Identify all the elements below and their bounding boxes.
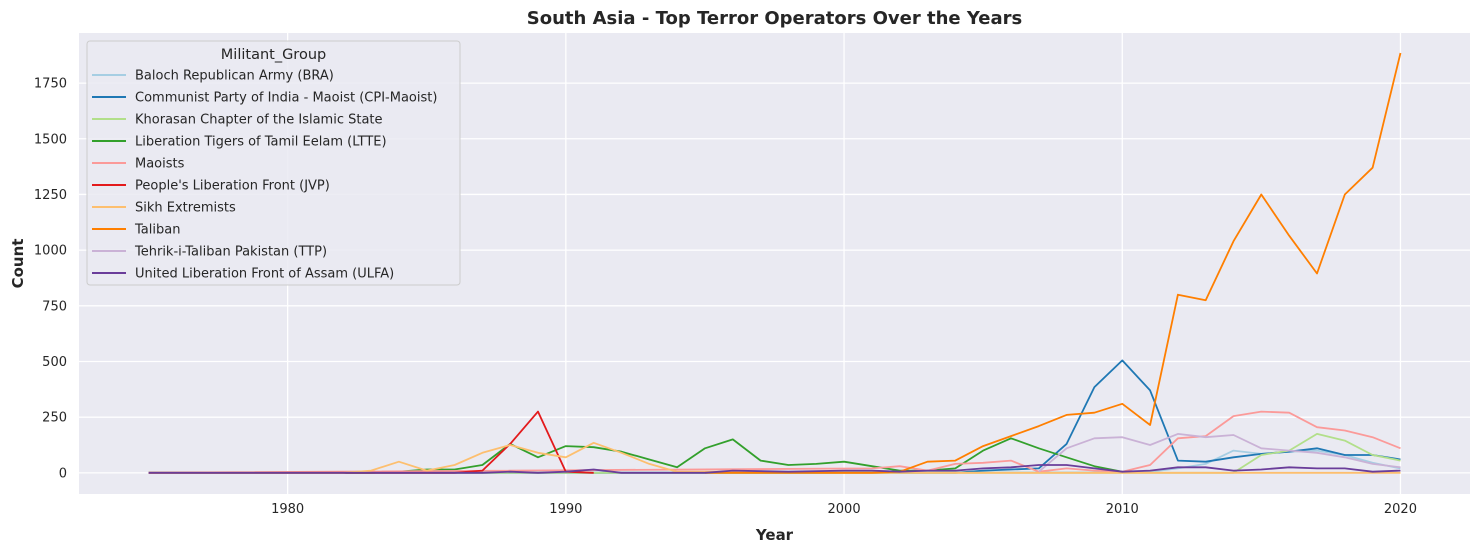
legend-item: Baloch Republican Army (BRA) xyxy=(92,69,334,84)
legend-label: Taliban xyxy=(134,223,180,238)
series-line-6 xyxy=(148,441,1401,474)
x-tick-label: 1990 xyxy=(549,502,582,517)
legend-item: Liberation Tigers of Tamil Eelam (LTTE) xyxy=(92,135,387,150)
series-line-9 xyxy=(148,464,1401,474)
legend-item: Communist Party of India - Maoist (CPI-M… xyxy=(92,91,437,106)
series-line-8 xyxy=(1038,433,1401,473)
x-tick-label: 2010 xyxy=(1106,502,1139,517)
legend-item: United Liberation Front of Assam (ULFA) xyxy=(92,267,394,282)
x-tick-label: 2020 xyxy=(1384,502,1417,517)
y-tick-label: 1000 xyxy=(34,244,67,259)
x-axis-ticks: 1980 1990 2000 2010 2020 xyxy=(271,502,1417,517)
x-tick-label: 2000 xyxy=(828,502,861,517)
y-tick-label: 0 xyxy=(59,466,67,481)
x-tick-label: 1980 xyxy=(271,502,304,517)
legend-item: People's Liberation Front (JVP) xyxy=(92,179,330,194)
legend-item: Taliban xyxy=(92,223,180,238)
y-tick-label: 500 xyxy=(42,355,67,370)
legend-item: Maoists xyxy=(92,157,185,172)
legend-label: Liberation Tigers of Tamil Eelam (LTTE) xyxy=(135,135,387,150)
y-axis-label: Count xyxy=(9,239,27,289)
y-axis-ticks: 0 250 500 750 1000 1250 1500 1750 xyxy=(34,77,67,482)
legend: Militant_Group Baloch Republican Army (B… xyxy=(86,40,461,286)
legend-box xyxy=(86,40,461,286)
legend-label: People's Liberation Front (JVP) xyxy=(135,179,330,194)
legend-label: Communist Party of India - Maoist (CPI-M… xyxy=(135,91,437,106)
y-tick-label: 1500 xyxy=(34,132,67,147)
series-line-7 xyxy=(705,52,1402,474)
y-tick-label: 1750 xyxy=(34,77,67,92)
legend-label: Maoists xyxy=(135,157,185,172)
series-line-3 xyxy=(148,437,1123,474)
legend-item: Sikh Extremists xyxy=(92,201,236,216)
legend-item: Khorasan Chapter of the Islamic State xyxy=(92,113,383,128)
x-axis-label: Year xyxy=(755,526,794,544)
legend-label: United Liberation Front of Assam (ULFA) xyxy=(135,267,394,282)
legend-title: Militant_Group xyxy=(221,47,326,63)
chart-title: South Asia - Top Terror Operators Over t… xyxy=(527,8,1022,29)
legend-label: Khorasan Chapter of the Islamic State xyxy=(135,113,383,128)
legend-label: Baloch Republican Army (BRA) xyxy=(135,69,334,84)
legend-label: Tehrik-i-Taliban Pakistan (TTP) xyxy=(134,245,327,260)
legend-items: Baloch Republican Army (BRA) Communist Pa… xyxy=(92,69,437,282)
legend-item: Tehrik-i-Taliban Pakistan (TTP) xyxy=(92,245,327,260)
series-lines xyxy=(148,52,1402,474)
y-tick-label: 250 xyxy=(42,411,67,426)
series-line-1 xyxy=(148,359,1401,474)
y-tick-label: 1250 xyxy=(34,188,67,203)
y-tick-label: 750 xyxy=(42,299,67,314)
series-line-0 xyxy=(148,449,1401,474)
legend-label: Sikh Extremists xyxy=(135,201,236,216)
